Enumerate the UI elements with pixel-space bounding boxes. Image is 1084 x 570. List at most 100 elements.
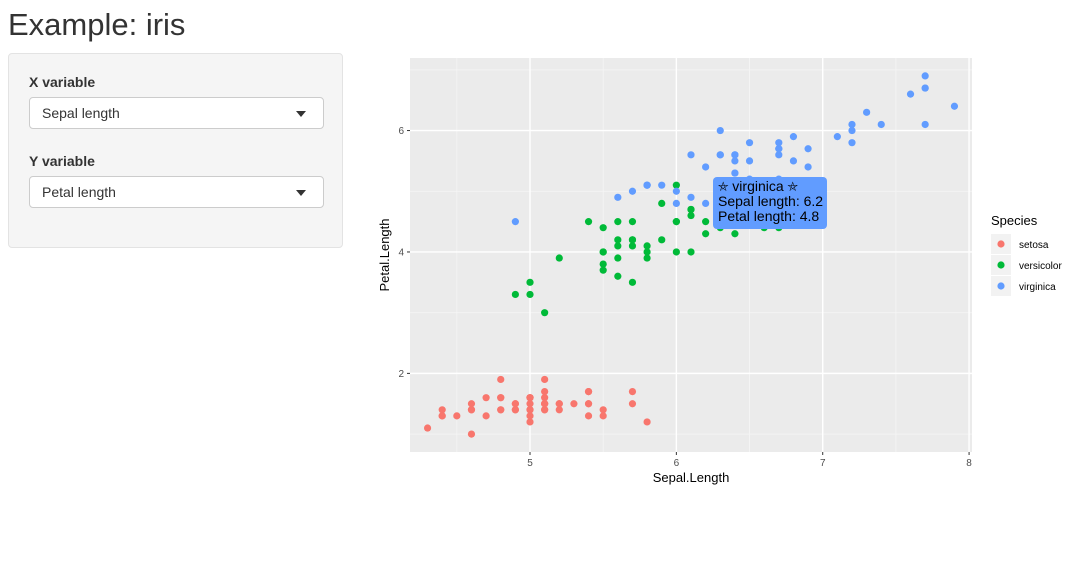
data-point-virginica	[511, 218, 519, 226]
data-point-virginica	[848, 139, 856, 147]
y-variable-select[interactable]: Petal length	[29, 176, 324, 208]
data-point-setosa	[584, 412, 593, 420]
data-point-versicolor	[599, 224, 607, 232]
star-icon: ⛤	[718, 179, 729, 194]
data-point-versicolor	[672, 218, 680, 226]
data-point-setosa	[467, 430, 476, 438]
data-point-versicolor	[599, 248, 607, 256]
data-point-setosa	[541, 406, 549, 414]
data-point-virginica	[804, 145, 812, 153]
data-point-virginica	[731, 157, 739, 165]
legend-marker-versicolor	[997, 261, 1005, 269]
data-point-setosa	[438, 406, 446, 414]
data-point-versicolor	[614, 236, 622, 244]
data-point-virginica	[658, 181, 666, 189]
y-variable-label: Y variable	[29, 153, 95, 169]
star-icon: ⛤	[787, 179, 798, 194]
y-tick-label: 4	[398, 247, 404, 258]
data-point-setosa	[497, 375, 505, 384]
data-point-setosa	[555, 400, 563, 408]
y-variable-value: Petal length	[42, 184, 116, 200]
data-point-virginica	[921, 120, 929, 129]
data-point-setosa	[599, 406, 607, 414]
data-point-setosa	[467, 400, 476, 408]
x-tick-label: 8	[966, 458, 972, 469]
data-point-versicolor	[526, 278, 534, 286]
data-point-versicolor	[614, 272, 622, 280]
data-point-versicolor	[672, 181, 680, 189]
data-point-setosa	[526, 418, 534, 426]
data-point-virginica	[775, 151, 783, 159]
data-point-setosa	[526, 412, 534, 420]
data-point-virginica	[702, 163, 710, 171]
tooltip-petal-length: Petal length: 4.8	[718, 208, 820, 224]
data-point-virginica	[731, 169, 739, 177]
y-tick-label: 2	[398, 369, 404, 380]
legend-title: Species	[991, 213, 1038, 228]
data-point-versicolor	[555, 254, 563, 262]
data-point-virginica	[775, 145, 783, 153]
data-point-versicolor	[614, 242, 622, 250]
data-point-versicolor	[658, 199, 666, 207]
data-point-setosa	[541, 387, 549, 396]
data-point-versicolor	[731, 230, 739, 238]
data-point-versicolor	[614, 254, 622, 262]
x-axis-title: Sepal.Length	[653, 470, 730, 485]
data-point-setosa	[628, 387, 637, 396]
data-point-versicolor	[628, 278, 637, 286]
tooltip-title: ⛤ virginica ⛤	[718, 179, 822, 195]
data-point-versicolor	[672, 248, 680, 256]
data-point-setosa	[511, 406, 519, 414]
data-point-virginica	[745, 139, 754, 147]
legend-label-versicolor: versicolor	[1019, 261, 1062, 272]
data-point-versicolor	[614, 218, 622, 226]
data-point-setosa	[526, 400, 534, 408]
controls-panel: X variable Sepal length Y variable Petal…	[8, 53, 343, 248]
data-point-virginica	[672, 199, 680, 207]
data-point-setosa	[438, 412, 446, 420]
data-point-versicolor	[628, 236, 637, 244]
x-variable-value: Sepal length	[42, 105, 120, 121]
x-tick-label: 6	[674, 458, 680, 469]
data-point-virginica	[745, 157, 754, 165]
data-point-versicolor	[658, 236, 666, 244]
data-point-setosa	[628, 400, 637, 408]
legend-label-virginica: virginica	[1019, 282, 1056, 293]
data-point-virginica	[643, 181, 651, 189]
data-point-virginica	[702, 199, 710, 207]
data-point-virginica	[921, 72, 929, 80]
data-point-versicolor	[687, 211, 695, 220]
data-point-versicolor	[687, 205, 695, 214]
chevron-down-icon	[296, 190, 306, 196]
y-axis-title: Petal.Length	[377, 218, 392, 291]
y-tick-label: 6	[398, 126, 404, 137]
data-point-virginica	[789, 157, 798, 165]
data-point-versicolor	[599, 260, 607, 268]
legend-label-setosa: setosa	[1019, 240, 1049, 251]
data-point-virginica	[687, 193, 695, 201]
data-point-virginica	[906, 90, 915, 98]
x-variable-select[interactable]: Sepal length	[29, 97, 324, 129]
data-point-virginica	[789, 133, 798, 141]
data-point-setosa	[643, 418, 651, 426]
x-tick-label: 7	[820, 458, 826, 469]
data-point-virginica	[614, 193, 622, 201]
data-point-virginica	[833, 133, 841, 141]
data-point-virginica	[921, 84, 929, 92]
data-point-setosa	[570, 400, 578, 408]
chevron-down-icon	[296, 111, 306, 117]
data-point-setosa	[453, 412, 461, 420]
x-tick-label: 5	[527, 458, 533, 469]
data-point-virginica	[716, 126, 724, 135]
page-title: Example: iris	[8, 7, 186, 42]
data-point-virginica	[628, 187, 637, 195]
data-point-virginica	[950, 102, 959, 110]
data-point-setosa	[541, 375, 549, 384]
data-point-versicolor	[643, 254, 651, 262]
data-point-setosa	[584, 400, 593, 408]
data-point-setosa	[423, 424, 432, 432]
data-point-versicolor	[687, 248, 695, 256]
data-point-setosa	[497, 406, 505, 414]
x-variable-label: X variable	[29, 74, 96, 90]
